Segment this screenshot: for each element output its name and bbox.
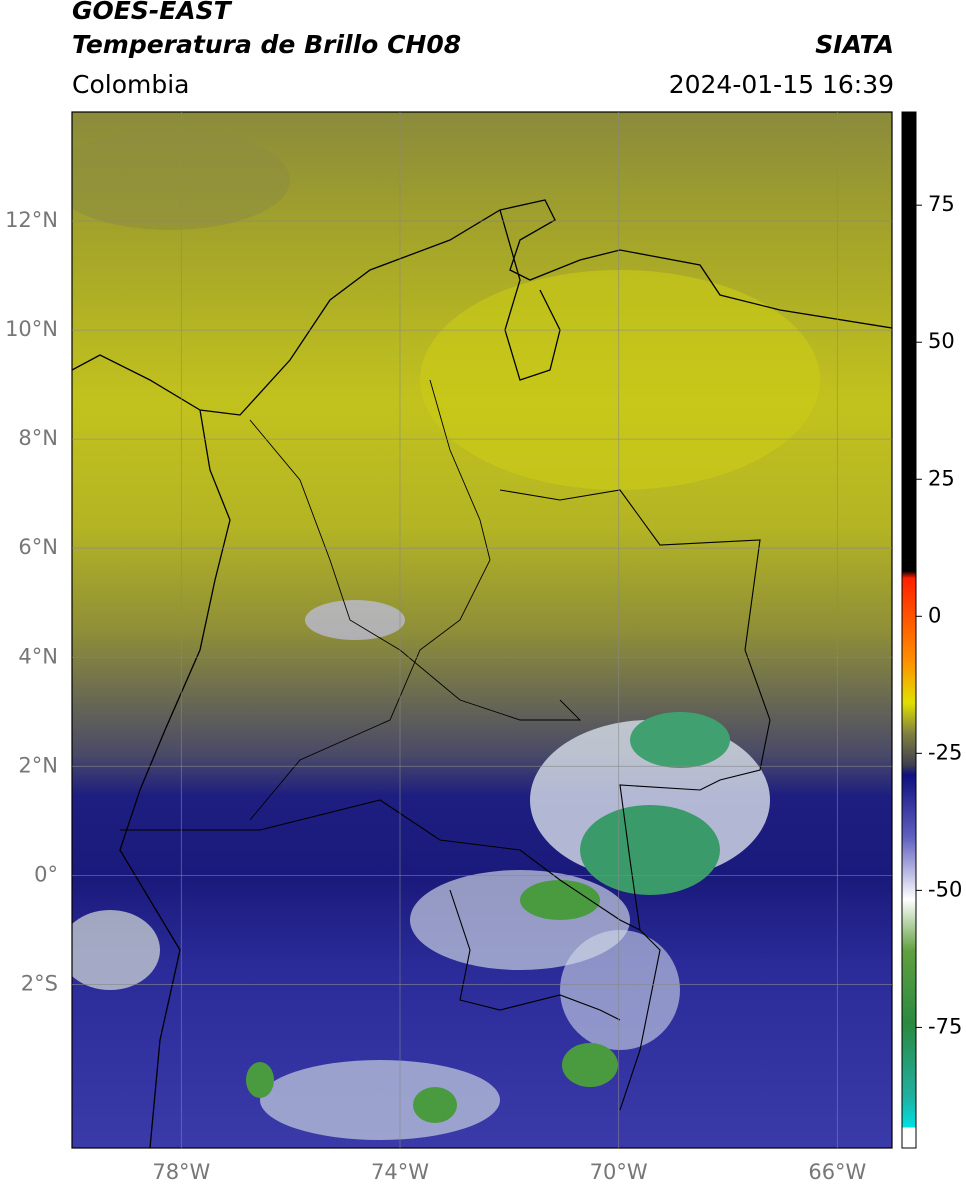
cloud-patch (520, 880, 600, 920)
colorbar-tick-label: 25 (928, 466, 955, 490)
cloud-patch (260, 1060, 500, 1140)
lat-tick-label: 2°N (18, 753, 58, 777)
lon-tick-label: 66°W (808, 1160, 866, 1184)
colorbar-tick-label: 0 (928, 603, 941, 627)
cloud-patch (562, 1043, 618, 1087)
satellite-image (72, 112, 892, 1148)
cloud-patch (560, 930, 680, 1050)
cloud-patch (72, 130, 290, 230)
title: GOES-EAST (72, 0, 231, 25)
lat-tick-label: 2°S (21, 971, 58, 995)
coastline (72, 199, 892, 416)
border (249, 379, 491, 821)
cloud-patch (580, 805, 720, 895)
cloud-patch (413, 1087, 457, 1123)
lon-tick-label: 78°W (152, 1160, 210, 1184)
lat-tick-label: 12°N (5, 208, 58, 232)
cloud-patch (630, 712, 730, 768)
colorbar-tick-label: 50 (928, 329, 955, 353)
lat-tick-label: 6°N (18, 535, 58, 559)
colorbar-tick-label: 75 (928, 192, 955, 216)
region: Colombia (72, 70, 190, 99)
datetime: 2024-01-15 16:39 (668, 70, 894, 99)
lat-tick-label: 10°N (5, 317, 58, 341)
map-frame (71, 111, 893, 1149)
source: SIATA (815, 30, 894, 59)
border (120, 799, 641, 931)
lat-tick-label: 4°N (18, 644, 58, 668)
border (499, 489, 771, 1111)
coastline (119, 409, 231, 1148)
subtitle: Temperatura de Brillo CH08 (72, 30, 462, 59)
cloud-patch (246, 1062, 274, 1098)
image-background (72, 112, 892, 1148)
colorbar-tick-label: -25 (928, 740, 962, 764)
colorbar-tick-label: -75 (928, 1014, 962, 1038)
colorbar (901, 111, 917, 1149)
lat-tick-label: 8°N (18, 426, 58, 450)
lat-tick-label: 0° (34, 862, 58, 886)
border (449, 889, 621, 1021)
lon-tick-label: 74°W (371, 1160, 429, 1184)
lon-tick-label: 70°W (590, 1160, 648, 1184)
cloud-patch (420, 270, 820, 490)
cloud-patch (305, 600, 405, 640)
cloud-patch (72, 910, 160, 990)
colorbar-tick-label: -50 (928, 877, 962, 901)
